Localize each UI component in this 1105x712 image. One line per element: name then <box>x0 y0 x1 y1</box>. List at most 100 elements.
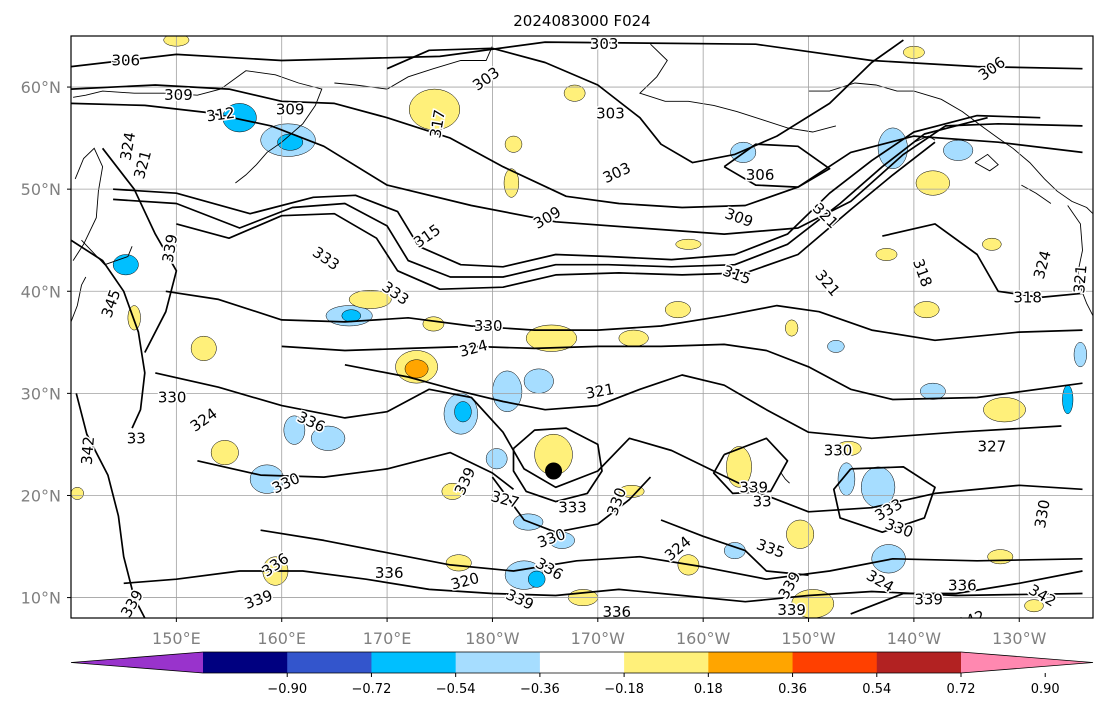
colorbar-tick-label: 0.54 <box>862 682 891 697</box>
colorbar-segment <box>539 652 625 673</box>
coastline <box>71 276 87 323</box>
shaded-region <box>504 135 523 153</box>
shaded-region <box>283 415 306 445</box>
shaded-region <box>1073 342 1087 368</box>
contour-line-321 <box>176 141 936 291</box>
colorbar-tick-label: −0.90 <box>267 682 307 697</box>
lon-tick-label: 140°W <box>887 629 942 648</box>
colorbar-tick-label: −0.18 <box>604 682 644 697</box>
contour-label: 317 <box>426 108 449 139</box>
shaded-region <box>835 441 862 456</box>
shaded-region <box>503 168 520 198</box>
contour-line-318 <box>113 116 988 278</box>
storm-center-marker <box>545 462 563 480</box>
contour-label: 303 <box>596 105 625 123</box>
lon-tick-label: 160°W <box>676 629 731 648</box>
coastline-layer <box>71 43 1093 484</box>
colorbar-segment <box>792 652 878 673</box>
shaded-region <box>983 397 1026 423</box>
shaded-region <box>915 170 950 196</box>
shaded-region <box>1062 384 1074 415</box>
colorbar-segment <box>203 652 288 673</box>
shaded-region <box>249 464 285 494</box>
lon-tick-label: 150°W <box>781 629 836 648</box>
contour-label: 33 <box>127 429 146 447</box>
shaded-region <box>785 319 799 337</box>
coastline <box>334 46 493 90</box>
colorbar-outline <box>70 651 1094 674</box>
coastline <box>73 70 323 184</box>
shaded-region <box>525 324 577 352</box>
coastline <box>974 153 999 172</box>
contour-label: 339 <box>777 601 806 619</box>
coastline <box>913 135 936 143</box>
contour-label: 309 <box>276 101 305 119</box>
coastline <box>780 472 790 484</box>
shaded-region <box>222 103 257 133</box>
colorbar-tick-label: −0.54 <box>436 682 476 697</box>
contour-line-333 <box>712 437 789 495</box>
contour-layer <box>71 39 1083 618</box>
contour-label: 306 <box>746 166 775 184</box>
contour-label: 327 <box>978 437 1007 455</box>
contour-label: 336 <box>602 603 631 621</box>
shaded-region <box>341 309 361 323</box>
contour-label: 330 <box>158 388 187 406</box>
coastline <box>639 43 837 133</box>
shaded-region <box>618 329 649 347</box>
shaded-region <box>943 139 974 161</box>
shaded-region <box>1024 599 1044 613</box>
lon-tick-label: 130°W <box>992 629 1047 648</box>
lon-tick-label: 180°W <box>465 629 520 648</box>
shaded-region <box>726 446 752 488</box>
shaded-region <box>190 335 217 361</box>
shaded-region <box>445 554 472 572</box>
shaded-region <box>786 519 815 549</box>
colorbar: −0.90 −0.72 −0.54 −0.36 −0.18 0.18 0.36 0.54 0.7… <box>70 651 1094 697</box>
contour-label: 312 <box>205 104 236 126</box>
contour-label: 336 <box>948 576 977 594</box>
contour-line-333 <box>512 427 603 503</box>
colorbar-segment <box>624 652 709 673</box>
shaded-region <box>664 301 691 319</box>
contour-label: 333 <box>558 499 587 517</box>
lat-tick-label: 30°N <box>21 384 61 403</box>
contour-label: 33 <box>753 493 772 511</box>
coastline <box>72 147 104 261</box>
shaded-region <box>71 487 84 500</box>
lon-tick-label: 170°W <box>571 629 626 648</box>
shaded-region <box>454 401 472 423</box>
shaded-region <box>563 84 586 102</box>
contour-line-321 <box>344 363 1062 440</box>
contour-line-324 <box>281 343 1083 401</box>
colorbar-over-extension <box>961 652 1093 673</box>
shaded-region <box>528 570 546 588</box>
contour-label: 309 <box>164 86 193 104</box>
contour-line-342 <box>850 570 1083 615</box>
contour-line-336 <box>260 529 1083 581</box>
contour-label: 330 <box>824 442 853 460</box>
shaded-region <box>982 237 1002 251</box>
shading-layer <box>71 36 1087 618</box>
lat-tick-label: 40°N <box>21 282 61 301</box>
shaded-region <box>987 549 1014 565</box>
lon-tick-label: 160°E <box>257 629 306 648</box>
shaded-region <box>860 466 896 508</box>
contour-label: 318 <box>1013 288 1042 306</box>
contour-line-345 <box>71 239 146 429</box>
colorbar-under-extension <box>71 652 203 673</box>
contour-line-330 <box>197 451 515 490</box>
shaded-region <box>404 359 429 379</box>
colorbar-segment <box>455 652 541 673</box>
shaded-region <box>837 462 856 496</box>
lat-tick-label: 20°N <box>21 486 61 505</box>
shaded-region <box>675 238 702 250</box>
longitude-tick-labels: 150°E 160°E 170°E 180°W 170°W 160°W 150°W 140°W… <box>152 618 1047 648</box>
colorbar-tick-label: 0.36 <box>778 682 807 697</box>
colorbar-segment <box>287 652 372 673</box>
contour-line-306 <box>723 143 831 188</box>
latitude-tick-labels: 10°N 20°N 30°N 40°N 50°N 60°N <box>21 78 71 608</box>
lat-tick-label: 10°N <box>21 589 61 608</box>
shaded-region <box>492 370 523 412</box>
map-frame <box>70 35 1094 619</box>
